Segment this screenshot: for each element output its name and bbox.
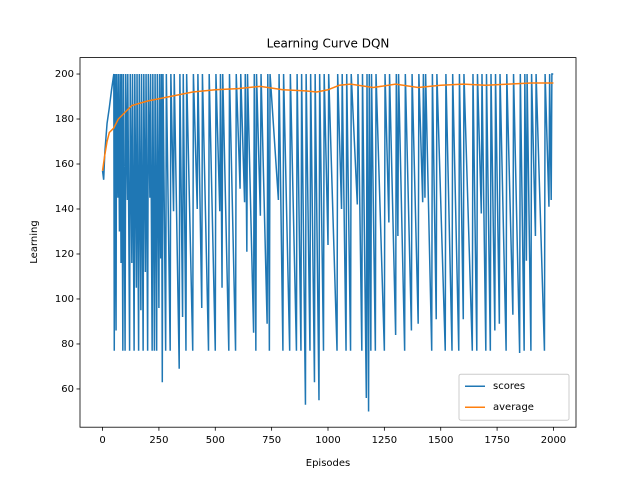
x-tick-label: 1250 (372, 435, 397, 446)
x-tick-label: 0 (99, 435, 105, 446)
x-tick-label: 1750 (484, 435, 509, 446)
y-tick-label: 200 (55, 69, 74, 80)
y-tick-label: 60 (61, 384, 74, 395)
legend: scores average (458, 373, 570, 421)
legend-label: scores (493, 381, 525, 392)
y-axis-label: Learning (29, 220, 40, 263)
y-tick-label: 100 (55, 294, 74, 305)
y-tick-label: 180 (55, 114, 74, 125)
line-series (101, 82, 554, 171)
legend-label: average (493, 402, 534, 413)
y-tick-label: 140 (55, 204, 74, 215)
x-tick-label: 1000 (315, 435, 340, 446)
x-tick-label: 500 (206, 435, 225, 446)
x-tick-label: 750 (262, 435, 281, 446)
plot-frame (79, 57, 577, 428)
chart-title: Learning Curve DQN (267, 37, 390, 51)
legend-box (458, 373, 570, 421)
x-axis-label: Episodes (306, 458, 350, 469)
y-tick-label: 160 (55, 159, 74, 170)
y-tick-label: 120 (55, 249, 74, 260)
y-tick-label: 80 (61, 339, 74, 350)
x-tick-label: 1500 (428, 435, 453, 446)
line-series (101, 73, 554, 412)
x-tick-label: 2000 (541, 435, 566, 446)
x-tick-label: 250 (149, 435, 168, 446)
